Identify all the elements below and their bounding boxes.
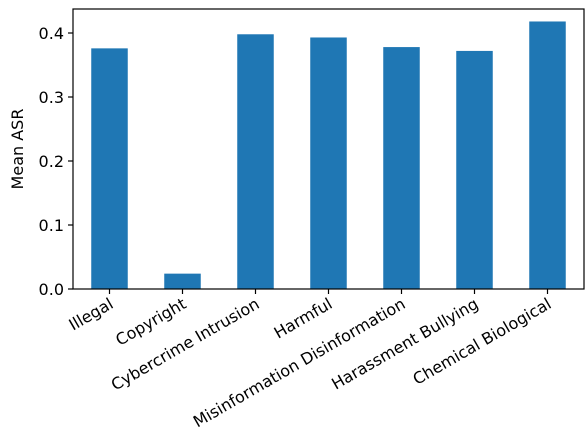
y-axis-label: Mean ASR	[8, 109, 27, 190]
plot-frame	[72, 8, 585, 290]
y-axis: 0.0 0.1 0.2 0.3 0.4	[39, 24, 73, 299]
x-tick-label-0: Illegal	[66, 294, 117, 334]
x-tick-label-6: Chemical Biological	[410, 294, 555, 389]
y-tick-label-4: 0.4	[39, 24, 64, 43]
bar-6	[529, 21, 566, 289]
y-tick-label-1: 0.1	[39, 216, 64, 235]
bar-5	[456, 50, 493, 289]
y-tick-label-2: 0.2	[39, 152, 64, 171]
bar-3	[310, 37, 347, 290]
bar-4	[383, 47, 420, 289]
y-tick-label-0: 0.0	[39, 280, 64, 299]
y-tick-label-3: 0.3	[39, 88, 64, 107]
bar-1	[164, 273, 201, 289]
bar-2	[237, 34, 274, 289]
bars-group	[91, 21, 566, 290]
bar-0	[91, 48, 128, 289]
